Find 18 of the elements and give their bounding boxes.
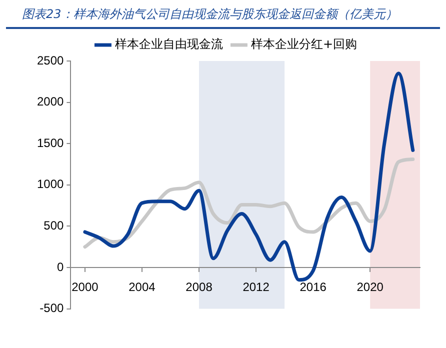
y-tick-label: 2500: [36, 53, 64, 68]
legend-label: 样本企业分红+回购: [250, 37, 358, 52]
x-tick-label: 2016: [300, 280, 327, 294]
x-tick-label: 2020: [356, 280, 384, 294]
x-tick-label: 2004: [128, 280, 156, 294]
y-tick-label: 500: [44, 218, 64, 233]
chart-title: 图表23：样本海外油气公司自由现金流与股东现金返回金额（亿美元）: [6, 0, 440, 29]
y-tick-label: 2000: [36, 94, 64, 109]
y-tick-label: -500: [40, 301, 64, 316]
x-tick-label: 2000: [72, 280, 99, 294]
y-tick-label: 0: [57, 260, 64, 274]
line-series: [83, 158, 415, 249]
line-series: [83, 72, 415, 282]
x-tick-label: 2008: [186, 280, 213, 294]
legend-label: 样本企业自由现金流: [114, 37, 223, 52]
y-tick-label: 1000: [36, 177, 64, 192]
y-tick-label: 1500: [36, 136, 64, 150]
x-tick-label: 2012: [242, 280, 270, 294]
